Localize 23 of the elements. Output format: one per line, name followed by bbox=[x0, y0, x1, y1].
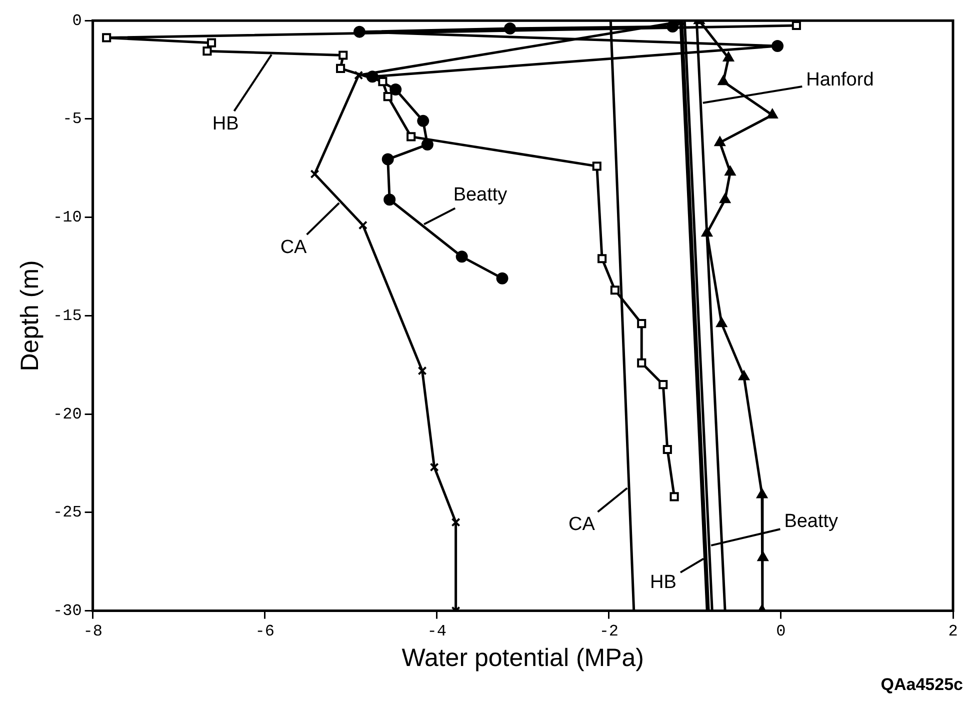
y-axis-title: Depth (m) bbox=[16, 260, 44, 372]
annotation: HB bbox=[212, 113, 239, 134]
annotation: CA bbox=[280, 236, 308, 258]
y-tick-label: -20 bbox=[52, 405, 82, 424]
y-tick-label: -15 bbox=[52, 306, 82, 325]
x-tick-label: -6 bbox=[255, 622, 274, 641]
x-tick-label: 0 bbox=[776, 622, 786, 641]
text: QAa4525c bbox=[880, 675, 963, 694]
annotation: Beatty bbox=[784, 511, 839, 532]
y-tick-label: 0 bbox=[72, 12, 82, 30]
x-tick-label: -2 bbox=[599, 622, 619, 641]
annotation: HB bbox=[650, 572, 676, 593]
y-tick-label: -10 bbox=[52, 208, 82, 227]
x-axis-title: Water potential (MPa) bbox=[402, 644, 644, 672]
y-tick-label: -25 bbox=[52, 504, 82, 522]
annotation: CA bbox=[568, 514, 596, 536]
x-tick-label: -4 bbox=[427, 622, 446, 641]
annotation: Hanford bbox=[806, 69, 874, 90]
y-tick-label: -5 bbox=[62, 110, 82, 128]
y-tick-label: -30 bbox=[52, 602, 82, 620]
x-tick-label: 2 bbox=[948, 622, 958, 641]
annotation: Beatty bbox=[453, 184, 508, 206]
x-tick-label: -8 bbox=[83, 622, 102, 641]
